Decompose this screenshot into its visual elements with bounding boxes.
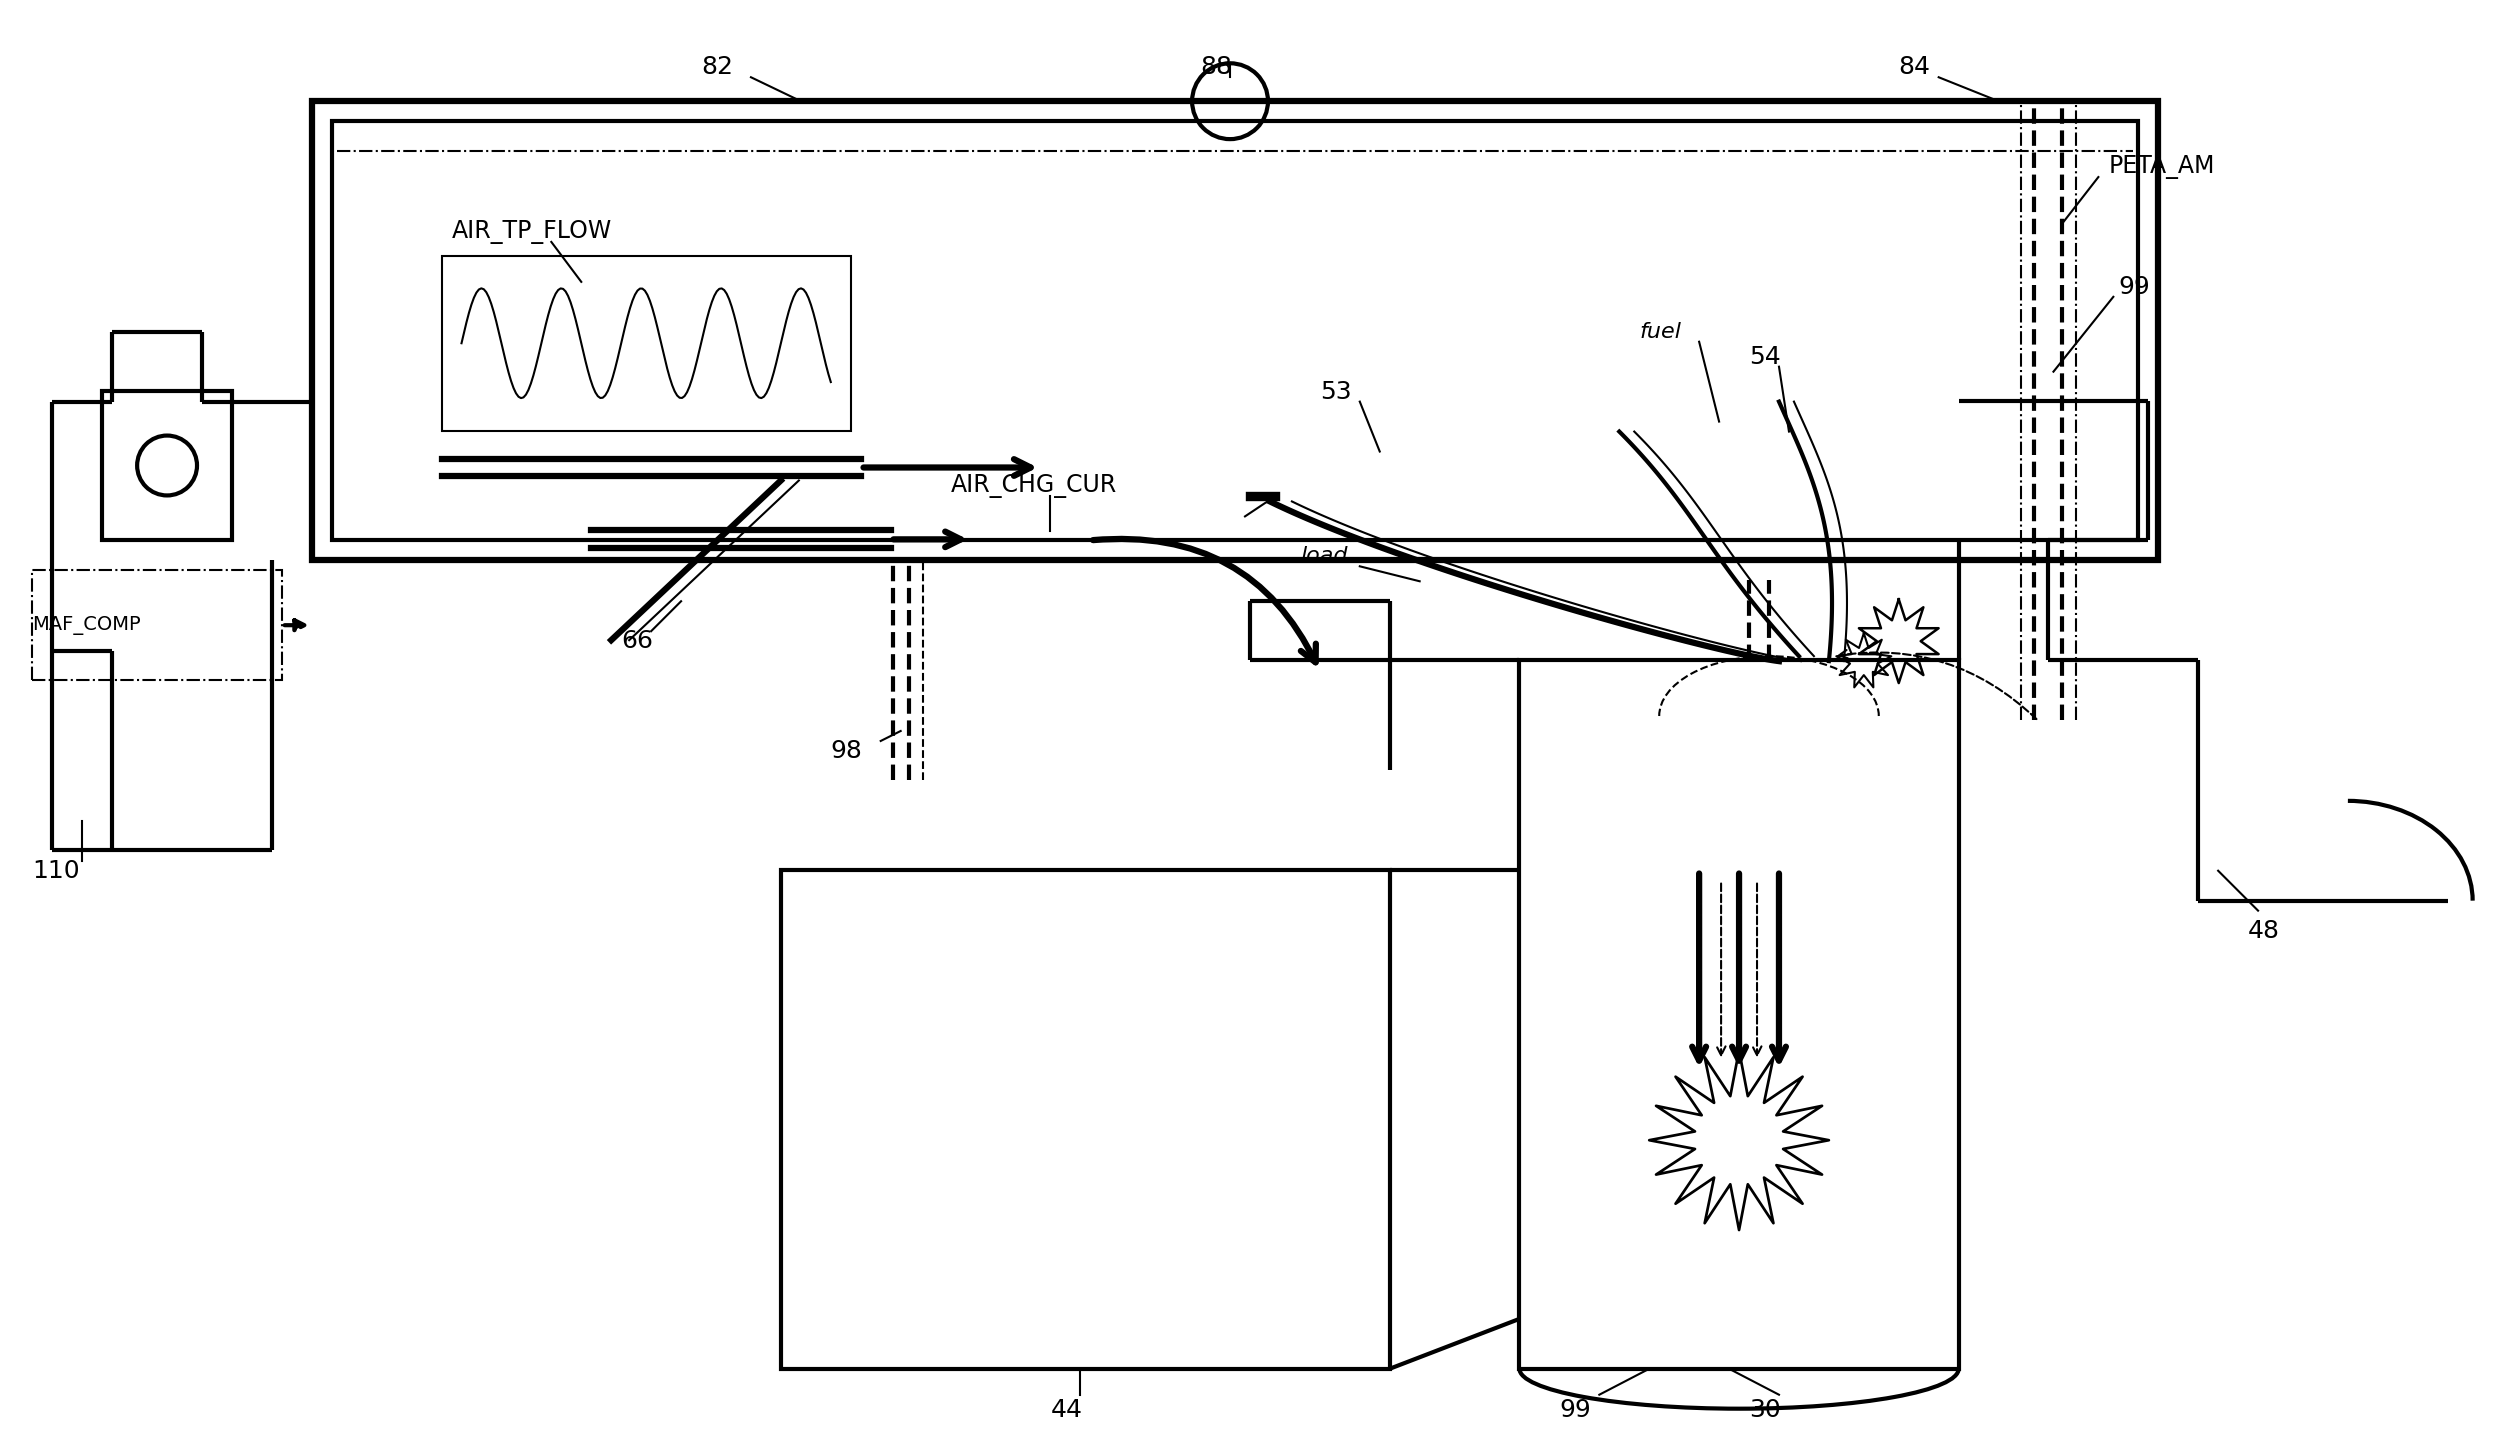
Bar <box>312 102 2157 560</box>
Bar <box>781 869 1389 1368</box>
Text: 54: 54 <box>1748 345 1781 369</box>
Text: 110: 110 <box>32 859 80 882</box>
Text: 99: 99 <box>1559 1397 1591 1422</box>
Bar <box>32 570 282 681</box>
Text: 48: 48 <box>2247 918 2280 943</box>
Text: 82: 82 <box>701 55 733 80</box>
Text: AIR_CHG_CUR: AIR_CHG_CUR <box>950 474 1117 499</box>
Text: PETA_AM: PETA_AM <box>2107 155 2215 178</box>
Text: 53: 53 <box>1319 380 1352 403</box>
Bar <box>1519 660 1958 1368</box>
Text: fuel: fuel <box>1639 322 1681 342</box>
Text: 84: 84 <box>1898 55 1930 80</box>
Text: 88: 88 <box>1200 55 1232 80</box>
Text: 98: 98 <box>831 739 863 763</box>
Text: MAF_COMP: MAF_COMP <box>32 615 142 634</box>
Text: AIR_TP_FLOW: AIR_TP_FLOW <box>451 221 611 244</box>
Bar <box>441 255 850 431</box>
Text: 30: 30 <box>1748 1397 1781 1422</box>
Text: 99: 99 <box>2117 274 2150 299</box>
Text: 66: 66 <box>621 630 653 653</box>
Bar <box>332 122 2137 540</box>
Bar <box>102 390 232 540</box>
Text: 44: 44 <box>1050 1397 1082 1422</box>
Text: load: load <box>1299 547 1347 566</box>
